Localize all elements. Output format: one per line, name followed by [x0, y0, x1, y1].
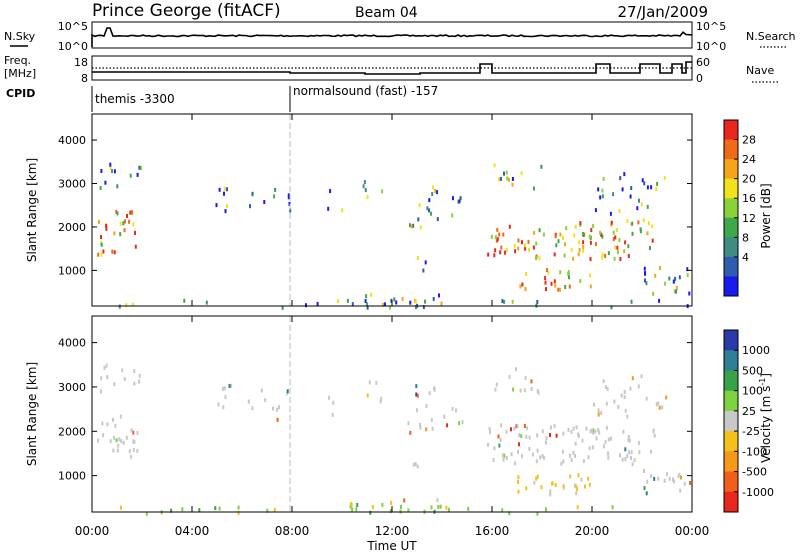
- nsearch-label: N.Search: [746, 30, 796, 43]
- colorbar-tick-label: 24: [742, 153, 756, 166]
- velocity-colorbar-label: Velocity [m s-1]: [758, 373, 773, 463]
- x-tick-label: 00:00: [75, 524, 110, 538]
- colorbar-tick-label: -25: [742, 425, 760, 438]
- y-tick-label: 2000: [58, 221, 86, 234]
- power-y-axis: 1000 2000 3000 4000: [58, 134, 692, 277]
- y-tick-label: 3000: [58, 381, 86, 394]
- colorbar-swatch: [724, 217, 738, 238]
- y-tick-label: 4000: [58, 337, 86, 350]
- colorbar-swatch: [724, 370, 738, 392]
- colorbar-swatch: [724, 350, 738, 371]
- beam-title: Beam 04: [355, 5, 418, 21]
- nave-tick-bottom: 0: [696, 72, 703, 85]
- nsky-panel: N.Sky 10^5 10^0 10^5 10^0 N.Search: [4, 20, 796, 53]
- cpid-row: CPID themis -3300 normalsound (fast) -15…: [6, 84, 438, 112]
- colorbar-tick-label: 100: [742, 385, 763, 398]
- y-tick-label: 1000: [58, 470, 86, 483]
- colorbar-swatch: [724, 256, 738, 277]
- x-tick-label: 12:00: [375, 524, 410, 538]
- colorbar-swatch: [724, 390, 738, 412]
- colorbar-tick-label: 8: [742, 231, 749, 244]
- velocity-y-axis: 1000 2000 3000 4000: [58, 337, 692, 483]
- date-title: 27/Jan/2009: [618, 3, 709, 21]
- nave-tick-top: 60: [696, 56, 710, 69]
- y-tick-label: 4000: [58, 134, 86, 147]
- nave-label: Nave: [746, 64, 774, 77]
- colorbar-swatch: [724, 491, 738, 513]
- colorbar-tick-label: 28: [742, 134, 756, 147]
- x-tick-label: 20:00: [575, 524, 610, 538]
- colorbar-tick-label: 1000: [742, 344, 770, 357]
- cpid-seg2: normalsound (fast) -157: [293, 84, 438, 98]
- cpid-label: CPID: [6, 87, 35, 100]
- colorbar-tick-label: 4: [742, 251, 749, 264]
- power-ylabel: Slant Range [km]: [25, 158, 39, 262]
- time-axis-label: Time UT: [366, 539, 417, 553]
- velocity-colorbar: 1000 500 100 25 -25 -100 -500 -1000: [723, 329, 774, 513]
- nsky-tick-bottom: 10^0: [58, 40, 88, 53]
- colorbar-swatch: [724, 451, 738, 473]
- freq-tick-top: 18: [74, 56, 88, 69]
- freq-label: Freq.: [4, 54, 31, 67]
- colorbar-tick-label: 25: [742, 405, 756, 418]
- colorbar-tick-label: 12: [742, 212, 756, 225]
- power-colorbar: 28 24 20 16 12 8 4: [723, 119, 756, 297]
- y-tick-label: 1000: [58, 264, 86, 277]
- power-panel: 1000 2000 3000 4000 Slant Range [km] 28 24 20…: [25, 113, 773, 310]
- nsearch-tick-top: 10^5: [696, 20, 726, 33]
- nsky-series: [91, 27, 693, 47]
- colorbar-swatch: [724, 198, 738, 219]
- x-tick-label: 16:00: [475, 524, 510, 538]
- colorbar-swatch: [724, 431, 738, 452]
- colorbar-swatch: [724, 159, 738, 180]
- y-tick-label: 2000: [58, 425, 86, 438]
- freq-tick-bottom: 8: [81, 72, 88, 85]
- nsearch-tick-bottom: 10^0: [696, 40, 726, 53]
- colorbar-swatch: [724, 139, 738, 160]
- colorbar-swatch: [724, 330, 738, 351]
- x-tick-label: 04:00: [175, 524, 210, 538]
- power-heatmap: [97, 162, 691, 310]
- colorbar-swatch: [724, 178, 738, 199]
- time-axis: 00:00 04:00 08:00 12:00 16:00 20:00 00:00: [75, 114, 710, 538]
- nsky-label: N.Sky: [4, 30, 36, 43]
- power-colorbar-label: Power [dB]: [759, 183, 773, 248]
- colorbar-swatch: [724, 120, 738, 141]
- y-tick-label: 3000: [58, 178, 86, 191]
- colorbar-tick-label: 500: [742, 364, 763, 377]
- velocity-panel: 1000 2000 3000 4000 Slant Range [km] 1000 50…: [25, 315, 774, 516]
- freq-panel: Freq. [MHz] 18 8 60 0 Nave: [4, 54, 780, 85]
- freq-unit: [MHz]: [4, 67, 36, 80]
- x-tick-label: 08:00: [275, 524, 310, 538]
- colorbar-tick-label: -1000: [742, 486, 774, 499]
- cpid-seg1: themis -3300: [95, 92, 175, 106]
- velocity-ylabel: Slant Range [km]: [25, 362, 39, 466]
- colorbar-tick-label: -100: [742, 445, 767, 458]
- velocity-heatmap: [97, 363, 692, 516]
- colorbar-swatch: [724, 410, 738, 432]
- x-tick-label: 00:00: [675, 524, 710, 538]
- nsky-tick-top: 10^5: [58, 20, 88, 33]
- colorbar-tick-label: 16: [742, 192, 756, 205]
- colorbar-tick-label: -500: [742, 466, 767, 479]
- colorbar-swatch: [724, 237, 738, 258]
- station-title: Prince George (fitACF): [92, 1, 281, 21]
- nave-series: [92, 61, 692, 75]
- colorbar-swatch: [724, 471, 738, 493]
- colorbar-tick-label: 20: [742, 173, 756, 186]
- colorbar-swatch: [724, 276, 738, 297]
